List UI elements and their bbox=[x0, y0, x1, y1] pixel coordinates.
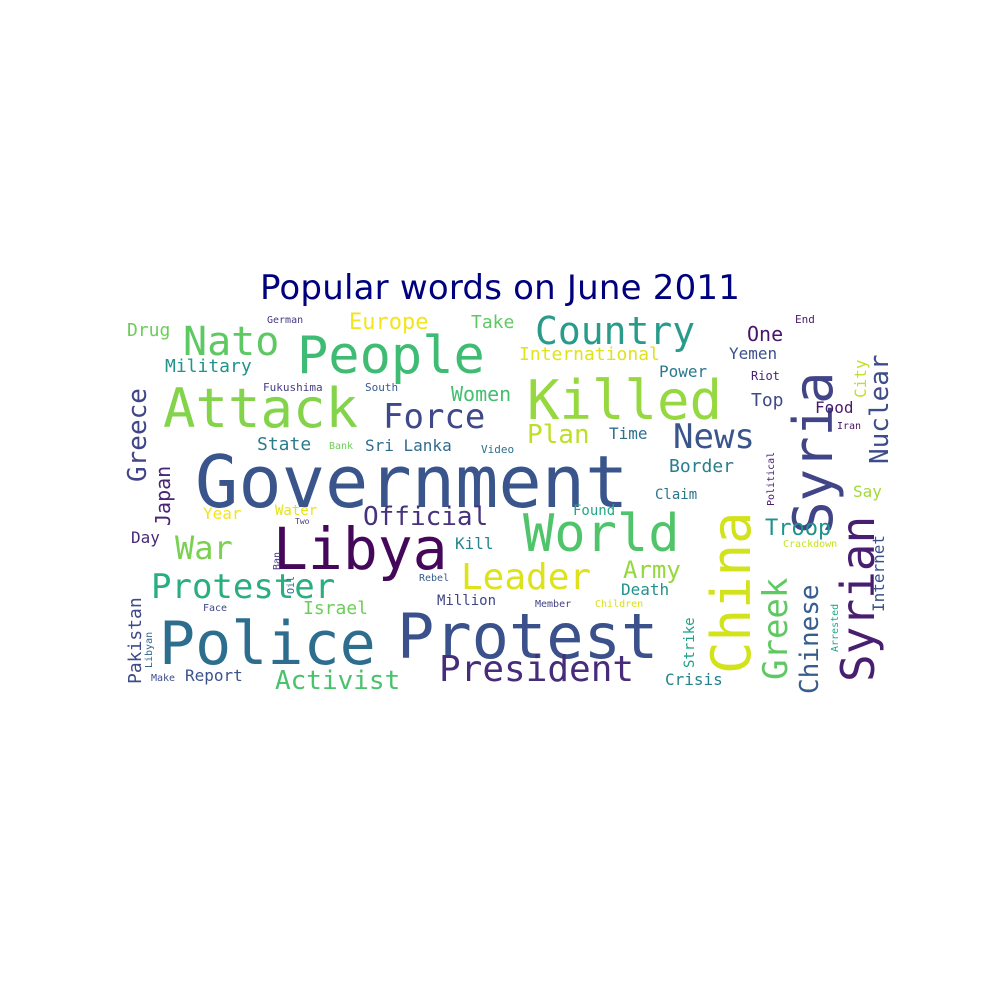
word: Water bbox=[275, 503, 318, 519]
word: News bbox=[673, 417, 755, 457]
word: Found bbox=[573, 503, 616, 519]
word: Oil bbox=[286, 575, 297, 594]
word: Food bbox=[815, 398, 854, 417]
word: Government bbox=[195, 440, 629, 524]
word: Protester bbox=[151, 567, 336, 607]
word: Women bbox=[451, 382, 512, 406]
word: Crisis bbox=[665, 670, 723, 689]
word: Nato bbox=[183, 319, 280, 365]
word: Force bbox=[383, 397, 486, 437]
word: War bbox=[175, 529, 233, 567]
word: President bbox=[439, 649, 635, 690]
word: Bank bbox=[329, 441, 354, 452]
word: Face bbox=[203, 603, 228, 614]
word: Police bbox=[159, 609, 376, 679]
word: Military bbox=[165, 356, 252, 377]
word: End bbox=[795, 313, 815, 326]
word: Protest bbox=[397, 600, 659, 673]
word: China bbox=[700, 511, 763, 674]
word: Yemen bbox=[729, 344, 778, 363]
word: Libya bbox=[273, 515, 448, 583]
word: Say bbox=[853, 482, 882, 501]
word: South bbox=[365, 381, 399, 394]
word: Greek bbox=[756, 577, 796, 680]
word: Children bbox=[595, 599, 644, 610]
word: Sri Lanka bbox=[365, 436, 452, 455]
word: International bbox=[519, 344, 660, 365]
word: Libyan bbox=[144, 631, 155, 668]
word: Chinese bbox=[795, 584, 825, 694]
word: State bbox=[257, 434, 312, 455]
word: Plan bbox=[527, 420, 590, 450]
word: Power bbox=[659, 362, 708, 381]
word: Iran bbox=[837, 421, 862, 432]
word: Video bbox=[481, 443, 515, 456]
word: Country bbox=[535, 309, 696, 353]
word: Take bbox=[471, 312, 515, 333]
word: Activist bbox=[275, 666, 401, 696]
word: Japan bbox=[151, 465, 175, 526]
word: Nuclear bbox=[865, 354, 895, 464]
word: Year bbox=[203, 504, 242, 523]
word: Leader bbox=[461, 557, 592, 598]
word: Make bbox=[151, 673, 176, 684]
word: Rebel bbox=[419, 573, 450, 584]
word: Strike bbox=[682, 617, 698, 668]
word: Attack bbox=[163, 377, 359, 440]
word: Death bbox=[621, 580, 670, 599]
word: Army bbox=[623, 556, 681, 584]
word: Political bbox=[766, 451, 777, 506]
word: Member bbox=[535, 599, 572, 610]
word: Arrested bbox=[830, 603, 841, 652]
word: Syria bbox=[782, 371, 845, 534]
word: Million bbox=[437, 593, 497, 609]
word: Internet bbox=[869, 534, 888, 612]
word: Ban bbox=[272, 551, 283, 570]
word: Day bbox=[131, 528, 160, 547]
word: Riot bbox=[751, 369, 780, 383]
word: Top bbox=[751, 390, 784, 411]
word: Crackdown bbox=[783, 539, 838, 550]
word-cloud: Government Protest Police Libya Killed P… bbox=[123, 309, 905, 696]
word: Troop bbox=[765, 516, 832, 541]
word: Two bbox=[295, 517, 310, 526]
word: Killed bbox=[527, 369, 723, 432]
word: World bbox=[523, 504, 680, 564]
word: Israel bbox=[303, 598, 369, 619]
word: Report bbox=[185, 666, 243, 685]
word: Border bbox=[669, 456, 735, 477]
word: Greece bbox=[123, 388, 153, 482]
word: People bbox=[297, 326, 485, 386]
word: Pakistan bbox=[125, 597, 146, 684]
word: Time bbox=[609, 424, 648, 443]
word: One bbox=[747, 322, 784, 346]
word: Kill bbox=[455, 534, 494, 553]
word: Europe bbox=[349, 310, 429, 335]
word: Claim bbox=[655, 487, 698, 503]
word: Drug bbox=[127, 320, 171, 341]
word: Official bbox=[363, 502, 489, 532]
word: City bbox=[851, 359, 870, 398]
chart-title: Popular words on June 2011 bbox=[259, 268, 741, 308]
word: German bbox=[267, 315, 304, 326]
word: Fukushima bbox=[263, 381, 323, 394]
